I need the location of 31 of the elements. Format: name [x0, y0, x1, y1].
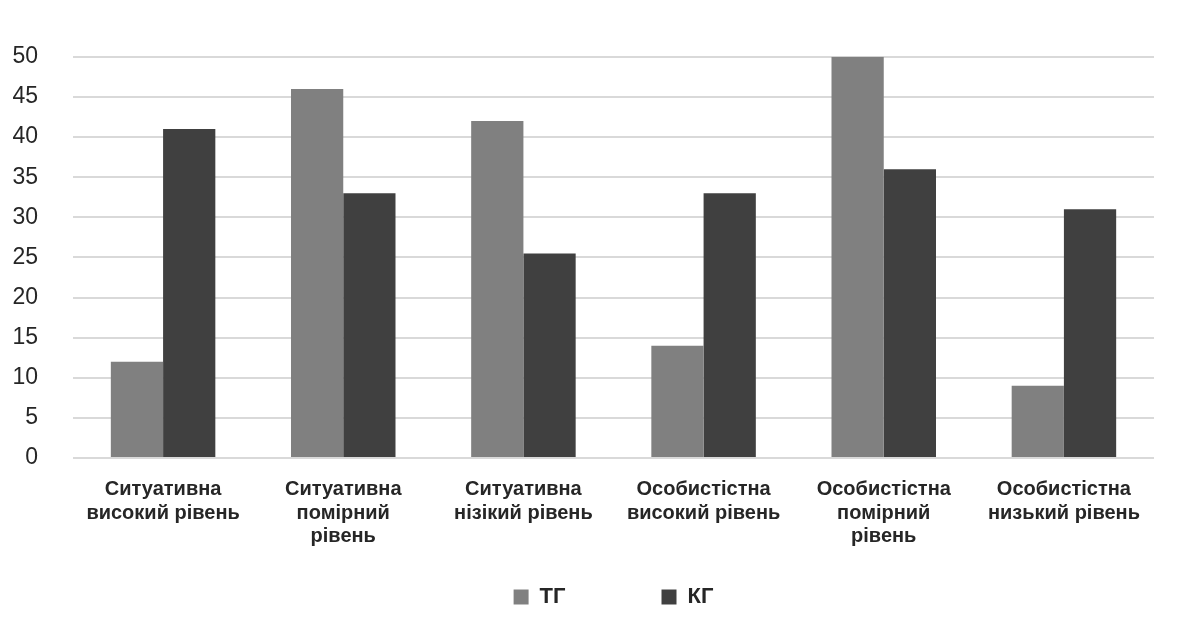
bar: [471, 120, 524, 457]
y-tick-label: 10: [12, 363, 38, 390]
bar: [343, 193, 396, 457]
bar: [523, 253, 576, 457]
bar: [703, 193, 756, 457]
y-tick-label: 30: [12, 202, 38, 229]
y-tick-label: 5: [25, 403, 38, 430]
x-tick-label: Ситуативна нізікий рівень: [454, 477, 593, 523]
x-tick-label: Особистістна низький рівень: [987, 477, 1140, 523]
x-tick-label: Особистістна високий рівень: [626, 477, 781, 523]
bar: [1063, 209, 1117, 457]
y-tick-label: 35: [12, 162, 38, 189]
y-tick-label: 0: [25, 443, 38, 470]
x-tick-label: Ситуативна помірний рівень: [284, 477, 403, 547]
bar: [163, 129, 216, 457]
bar: [831, 56, 884, 457]
legend-label: ТГ: [539, 583, 567, 609]
y-tick-label: 25: [12, 242, 38, 269]
y-tick-label: 50: [12, 42, 38, 69]
legend-label: КГ: [687, 583, 714, 609]
y-tick-label: 15: [12, 322, 38, 349]
bar: [291, 88, 344, 457]
bar: [1011, 385, 1064, 457]
bar: [651, 345, 704, 457]
x-tick-label: Особистістна помірний рівень: [816, 477, 952, 547]
y-tick-label: 45: [12, 82, 38, 109]
y-tick-label: 40: [12, 122, 38, 149]
x-tick-label: Ситуативна високий рівень: [86, 477, 240, 523]
bar: [883, 169, 936, 457]
y-tick-label: 20: [12, 282, 38, 309]
bar: [110, 361, 164, 457]
